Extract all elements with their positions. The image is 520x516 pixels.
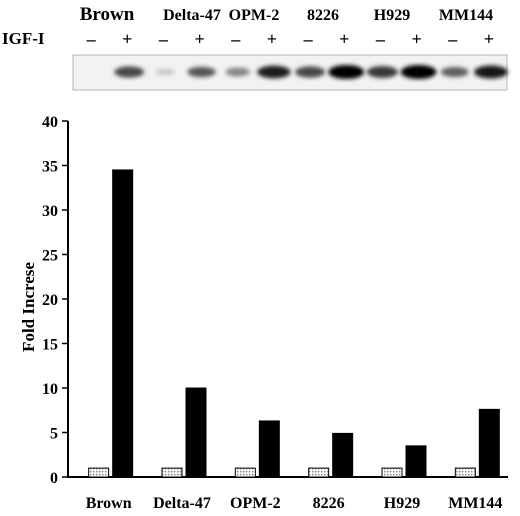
treatment-sign: – bbox=[86, 29, 97, 49]
y-tick-label: 30 bbox=[42, 203, 58, 220]
blot-band bbox=[366, 66, 398, 78]
blot-band bbox=[295, 66, 326, 78]
x-tick-label: Brown bbox=[86, 495, 132, 512]
y-axis-label: Fold Increse bbox=[19, 262, 38, 352]
blot-band bbox=[225, 67, 251, 77]
blot-band bbox=[474, 65, 508, 79]
blot-band bbox=[328, 65, 365, 79]
treatment-sign: – bbox=[447, 29, 458, 49]
bar-minus-opm-2 bbox=[234, 467, 256, 478]
y-tick-label: 0 bbox=[50, 470, 58, 487]
igf-i-row-label: IGF-I bbox=[2, 29, 45, 48]
y-tick-label: 15 bbox=[42, 337, 58, 354]
bar-minus-delta-47 bbox=[161, 467, 183, 478]
treatment-sign: + bbox=[122, 29, 132, 49]
blot-lane-label: Brown bbox=[80, 4, 135, 25]
blot-band bbox=[155, 68, 175, 76]
bar-plus-8226 bbox=[332, 432, 354, 478]
bar-minus-brown bbox=[88, 467, 110, 478]
blot-band bbox=[400, 65, 437, 79]
treatment-sign: – bbox=[230, 29, 241, 49]
western-blot-panel: IGF-I Brown Delta-47 OPM-2 8226 H929 MM144 – +… bbox=[2, 4, 508, 91]
x-tick-label: 8226 bbox=[313, 495, 345, 512]
x-tick-label: Delta-47 bbox=[153, 495, 211, 512]
blot-lane-label: 8226 bbox=[307, 7, 339, 24]
y-tick-label: 35 bbox=[42, 159, 58, 176]
y-tick-label: 5 bbox=[50, 426, 58, 443]
x-tick-label: MM144 bbox=[448, 495, 502, 512]
treatment-sign: + bbox=[484, 29, 494, 49]
blot-band bbox=[257, 65, 291, 79]
treatment-sign: – bbox=[158, 29, 169, 49]
bar-plus-delta-47 bbox=[185, 387, 207, 478]
y-tick-label: 20 bbox=[42, 292, 58, 309]
blot-band bbox=[85, 69, 101, 75]
blot-lane-label: MM144 bbox=[439, 7, 493, 24]
y-tick-label: 10 bbox=[42, 381, 58, 398]
blot-band bbox=[440, 66, 469, 78]
blot-lane-label: H929 bbox=[374, 7, 410, 24]
y-tick-label: 40 bbox=[42, 114, 58, 131]
bar-minus-8226 bbox=[308, 467, 330, 478]
treatment-sign: – bbox=[375, 29, 386, 49]
blot-band bbox=[187, 66, 216, 78]
treatment-sign: – bbox=[303, 29, 314, 49]
x-tick-label: OPM-2 bbox=[230, 495, 281, 512]
blot-band bbox=[114, 66, 145, 78]
treatment-sign: + bbox=[411, 29, 421, 49]
bar-plus-opm-2 bbox=[258, 420, 280, 478]
bar-plus-mm144 bbox=[478, 408, 500, 478]
bar-minus-mm144 bbox=[454, 467, 476, 478]
x-tick-label: H929 bbox=[384, 495, 420, 512]
bar-plus-h929 bbox=[405, 445, 427, 478]
bar-minus-h929 bbox=[381, 467, 403, 478]
treatment-sign: + bbox=[339, 29, 349, 49]
treatment-sign: + bbox=[267, 29, 277, 49]
y-tick-label: 25 bbox=[42, 248, 58, 265]
blot-lane-label: Delta-47 bbox=[163, 7, 221, 24]
blot-lane-label: OPM-2 bbox=[229, 7, 280, 24]
treatment-sign: + bbox=[194, 29, 204, 49]
bar-chart: 0 5 10 15 20 25 30 35 40 Brown Delta-47 OPM-2 8226 H… bbox=[19, 114, 508, 512]
bar-plus-brown bbox=[112, 169, 134, 478]
